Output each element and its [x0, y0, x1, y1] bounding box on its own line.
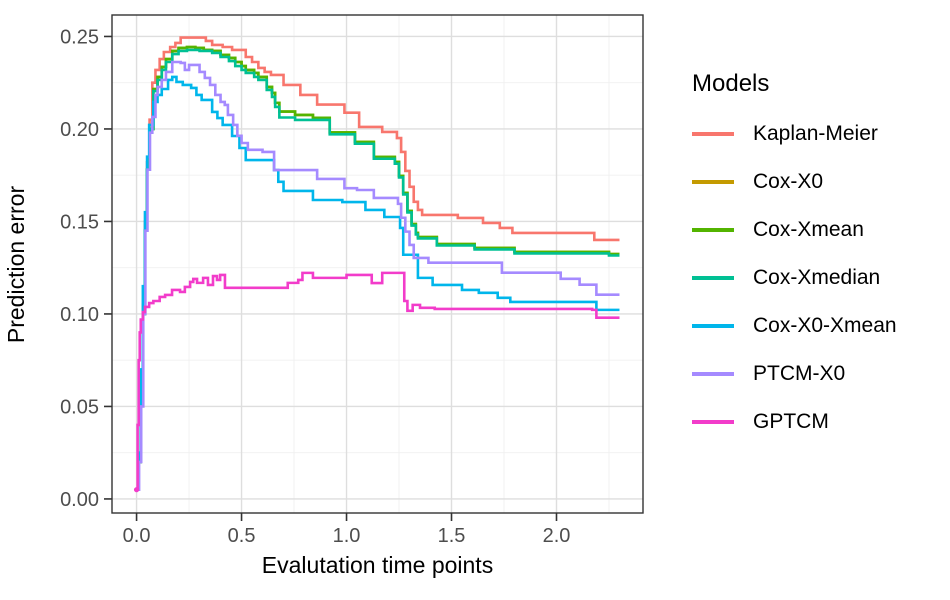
x-tick-label: 1.5: [438, 525, 466, 547]
legend: Models Kaplan-Meier Cox-X0 Cox-Xmean Cox-Xm…: [692, 70, 942, 446]
x-axis-title: Evalutation time points: [261, 552, 494, 578]
legend-swatch-gptcm: [692, 420, 734, 424]
series-line-ptcm-x0: [136, 60, 620, 491]
legend-swatch-cox-x0-xmean: [692, 324, 734, 328]
y-axis-title: Prediction error: [2, 15, 32, 513]
legend-title: Models: [692, 70, 770, 97]
legend-item-label: Cox-Xmean: [753, 218, 864, 241]
legend-item-label: PTCM-X0: [753, 362, 846, 385]
x-tick-label: 0.5: [228, 525, 256, 547]
y-tick-label: 0.15: [60, 211, 99, 233]
panel-border: [111, 14, 644, 514]
legend-item-cox-xmean: Cox-Xmean: [692, 206, 942, 254]
y-tick-label: 0.20: [60, 119, 99, 141]
legend-item-label: Kaplan-Meier: [753, 122, 878, 145]
legend-swatch-kaplan-meier: [692, 132, 734, 136]
legend-swatch-ptcm-x0: [692, 372, 734, 376]
start-dot: [133, 487, 140, 493]
legend-item-cox-x0: Cox-X0: [692, 158, 942, 206]
legend-item-kaplan-meier: Kaplan-Meier: [692, 110, 942, 158]
y-axis-title-text: Prediction error: [3, 185, 30, 343]
y-tick-label: 0.10: [60, 304, 99, 326]
legend-item-gptcm: GPTCM: [692, 398, 942, 446]
y-tick-label: 0.05: [60, 396, 99, 418]
legend-item-label: GPTCM: [753, 410, 829, 433]
legend-item-cox-xmedian: Cox-Xmedian: [692, 254, 942, 302]
legend-swatch-cox-x0: [692, 180, 734, 184]
x-tick-label: 0.0: [123, 525, 151, 547]
series-line-gptcm: [136, 271, 620, 491]
series-group: [133, 36, 620, 493]
x-tick-label: 1.0: [333, 525, 361, 547]
legend-swatch-cox-xmedian: [692, 276, 734, 280]
series-line-cox-xmedian: [136, 48, 620, 491]
legend-items: Kaplan-Meier Cox-X0 Cox-Xmean Cox-Xmedian Co…: [692, 110, 942, 446]
legend-item-label: Cox-Xmedian: [753, 266, 881, 289]
y-tick-label: 0.25: [60, 26, 99, 48]
plot-panel: [112, 15, 643, 513]
legend-item-cox-x0-xmean: Cox-X0-Xmean: [692, 302, 942, 350]
legend-swatch-cox-xmean: [692, 228, 734, 232]
series-line-cox-xmean: [136, 45, 620, 491]
legend-item-label: Cox-X0: [753, 170, 824, 193]
legend-item-ptcm-x0: PTCM-X0: [692, 350, 942, 398]
y-tick-label: 0.00: [60, 489, 99, 511]
legend-item-label: Cox-X0-Xmean: [753, 314, 897, 337]
x-tick-label: 2.0: [543, 525, 571, 547]
